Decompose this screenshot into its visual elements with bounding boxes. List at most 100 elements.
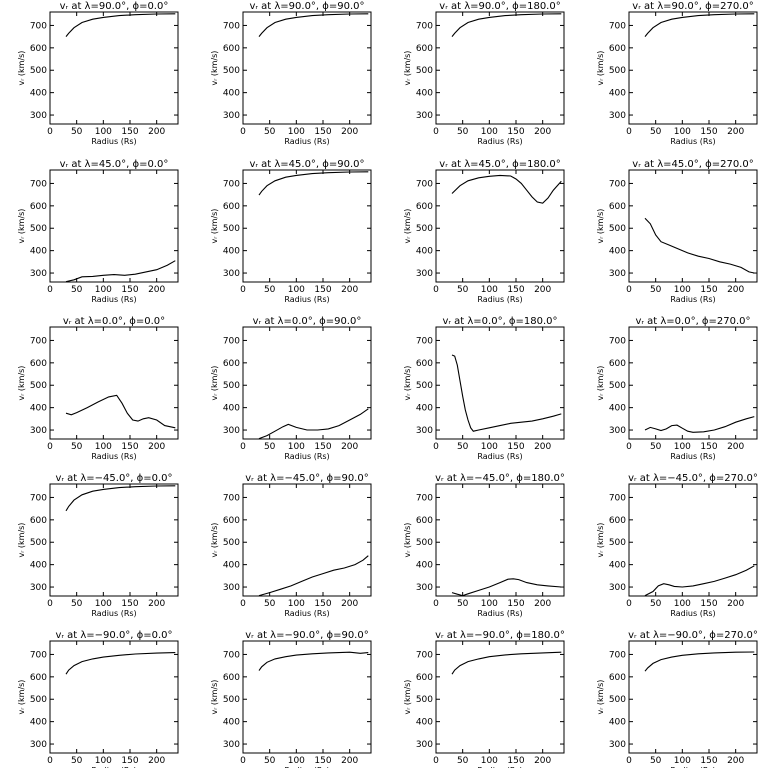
x-tick-label: 200	[148, 442, 165, 452]
x-tick-label: 0	[240, 756, 246, 766]
panel-title: vᵣ at λ=90.0°, ϕ=180.0°	[439, 1, 560, 12]
y-tick-label: 600	[609, 202, 626, 212]
x-tick-label: 200	[148, 127, 165, 137]
y-tick-label: 600	[416, 516, 433, 526]
x-tick-label: 0	[47, 127, 53, 137]
y-tick-label: 700	[30, 179, 47, 189]
panel-title: vᵣ at λ=0.0°, ϕ=0.0°	[63, 316, 165, 327]
y-tick-label: 700	[609, 493, 626, 503]
panel-title: vᵣ at λ=0.0°, ϕ=90.0°	[253, 316, 362, 327]
plot-frame	[49, 640, 179, 754]
x-tick-label: 100	[288, 285, 305, 295]
x-axis-label: Radius (Rs)	[670, 452, 715, 461]
y-tick-label: 500	[609, 66, 626, 76]
chart-panel: 0 50 100 150 200 300 400 500 600 700 vᵣ at λ=0.0°,…	[17, 316, 179, 461]
chart-panel: 0 50 100 150 200 300 400 500 600 700 vᵣ at λ=90.0°…	[210, 1, 372, 146]
x-axis-label: Radius (Rs)	[284, 766, 329, 768]
y-tick-label: 400	[609, 718, 626, 728]
x-tick-label: 200	[534, 442, 551, 452]
y-tick-label: 600	[609, 673, 626, 683]
x-tick-label: 150	[121, 285, 138, 295]
y-tick-label: 600	[223, 673, 240, 683]
x-tick-label: 50	[264, 442, 276, 452]
panel-title: vᵣ at λ=−45.0°, ϕ=270.0°	[628, 473, 758, 484]
y-tick-label: 600	[30, 516, 47, 526]
y-tick-label: 700	[609, 21, 626, 31]
x-tick-label: 150	[700, 442, 717, 452]
panel-title: vᵣ at λ=−45.0°, ϕ=180.0°	[435, 473, 565, 484]
plot-frame	[435, 169, 565, 283]
y-tick-label: 300	[609, 740, 626, 750]
x-tick-label: 50	[71, 127, 83, 137]
y-tick-label: 600	[416, 673, 433, 683]
x-tick-label: 100	[288, 599, 305, 609]
x-tick-label: 0	[240, 599, 246, 609]
y-tick-label: 500	[223, 224, 240, 234]
x-axis-label: Radius (Rs)	[477, 609, 522, 618]
x-axis-label: Radius (Rs)	[284, 452, 329, 461]
y-tick-label: 700	[223, 336, 240, 346]
plot-frame	[242, 169, 372, 283]
x-tick-label: 50	[264, 756, 276, 766]
x-tick-label: 0	[47, 599, 53, 609]
y-tick-label: 400	[416, 718, 433, 728]
series-line	[644, 217, 755, 274]
y-tick-label: 600	[223, 359, 240, 369]
plot-frame	[435, 326, 565, 440]
x-tick-label: 50	[457, 756, 469, 766]
x-tick-label: 50	[264, 127, 276, 137]
plot-frame	[242, 11, 372, 125]
x-tick-label: 50	[457, 599, 469, 609]
y-tick-label: 400	[416, 247, 433, 257]
x-tick-label: 100	[95, 285, 112, 295]
y-tick-label: 500	[223, 695, 240, 705]
plot-frame	[435, 11, 565, 125]
y-tick-label: 600	[609, 44, 626, 54]
series-line	[451, 354, 562, 432]
plot-frame	[628, 169, 758, 283]
chart-panel: 0 50 100 150 200 300 400 500 600 700 vᵣ at λ=90.0°…	[17, 1, 179, 146]
plot-frame	[49, 483, 179, 597]
x-tick-label: 0	[626, 285, 632, 295]
y-tick-label: 700	[609, 336, 626, 346]
plot-frame	[435, 640, 565, 754]
series-line	[65, 485, 176, 512]
y-tick-label: 400	[223, 718, 240, 728]
series-line	[258, 555, 369, 597]
x-tick-label: 100	[288, 756, 305, 766]
y-tick-label: 700	[223, 179, 240, 189]
y-tick-label: 500	[416, 538, 433, 548]
x-tick-label: 150	[314, 285, 331, 295]
chart-panel: 0 50 100 150 200 300 400 500 600 700 vᵣ at λ=90.0°…	[596, 1, 758, 146]
series-line	[258, 651, 369, 671]
series-line	[65, 652, 176, 675]
y-tick-label: 300	[223, 740, 240, 750]
x-tick-label: 100	[481, 285, 498, 295]
y-tick-label: 500	[223, 66, 240, 76]
x-tick-label: 50	[650, 127, 662, 137]
panel-title: vᵣ at λ=90.0°, ϕ=0.0°	[60, 1, 169, 12]
y-tick-label: 500	[609, 538, 626, 548]
y-tick-label: 400	[223, 89, 240, 99]
x-tick-label: 50	[650, 599, 662, 609]
x-axis-label: Radius (Rs)	[670, 766, 715, 768]
y-axis-label: vᵣ (km/s)	[596, 523, 605, 558]
x-tick-label: 0	[433, 599, 439, 609]
y-tick-label: 300	[30, 740, 47, 750]
x-tick-label: 100	[674, 599, 691, 609]
panel-title: vᵣ at λ=−90.0°, ϕ=0.0°	[55, 630, 172, 641]
y-tick-label: 700	[609, 179, 626, 189]
y-tick-label: 600	[416, 202, 433, 212]
panel-title: vᵣ at λ=−45.0°, ϕ=90.0°	[245, 473, 368, 484]
chart-panel: 0 50 100 150 200 300 400 500 600 700 vᵣ at λ=45.0°…	[17, 159, 179, 304]
y-tick-label: 700	[416, 336, 433, 346]
x-tick-label: 100	[95, 127, 112, 137]
x-tick-label: 200	[727, 442, 744, 452]
y-tick-label: 300	[609, 269, 626, 279]
